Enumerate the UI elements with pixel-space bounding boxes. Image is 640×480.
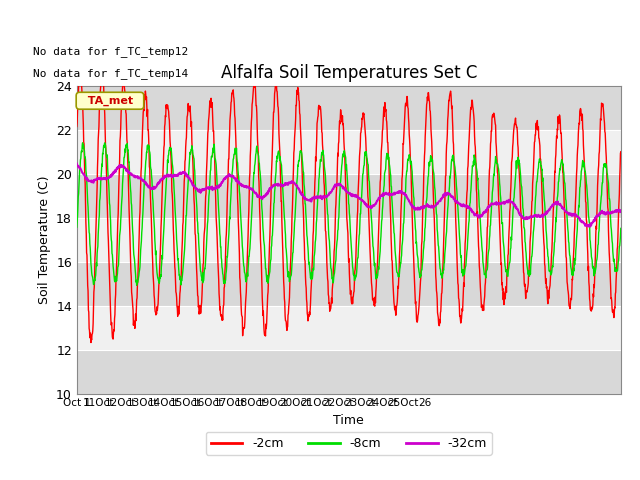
Bar — [77, 262, 621, 306]
Text: TA_met: TA_met — [79, 96, 140, 106]
Y-axis label: Soil Temperature (C): Soil Temperature (C) — [38, 176, 51, 304]
Bar — [77, 174, 621, 218]
Legend: -2cm, -8cm, -32cm: -2cm, -8cm, -32cm — [205, 432, 492, 455]
Text: No data for f_TC_temp14: No data for f_TC_temp14 — [33, 68, 189, 79]
Bar — [77, 86, 621, 130]
X-axis label: Time: Time — [333, 414, 364, 427]
Title: Alfalfa Soil Temperatures Set C: Alfalfa Soil Temperatures Set C — [221, 64, 477, 82]
Bar — [77, 218, 621, 262]
Bar — [77, 130, 621, 174]
Text: No data for f_TC_temp12: No data for f_TC_temp12 — [33, 47, 189, 58]
Bar — [77, 350, 621, 394]
Bar — [77, 306, 621, 350]
